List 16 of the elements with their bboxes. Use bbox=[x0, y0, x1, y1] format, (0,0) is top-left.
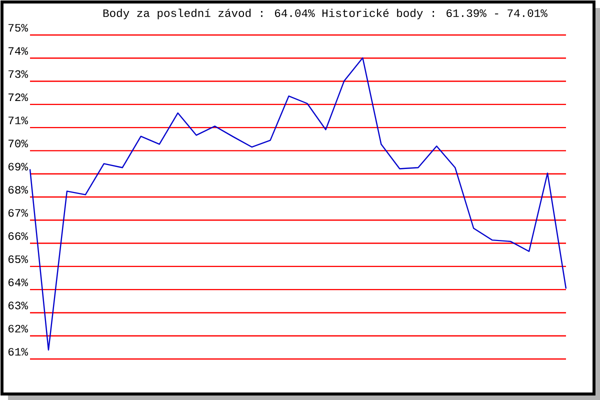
y-tick-label: 72% bbox=[8, 93, 28, 102]
y-tick-label: 65% bbox=[8, 255, 28, 264]
y-tick-label: 67% bbox=[8, 209, 28, 217]
y-tick-label: 64% bbox=[8, 278, 28, 286]
y-tick-label: 75% bbox=[8, 24, 28, 32]
y-tick-label: 63% bbox=[8, 302, 28, 310]
y-tick-label: 68% bbox=[8, 186, 28, 194]
y-tick-label: 71% bbox=[8, 116, 28, 124]
y-tick-label: 69% bbox=[8, 162, 28, 170]
y-tick-label: 62% bbox=[8, 324, 28, 332]
y-tick-label: 74% bbox=[8, 47, 28, 55]
chart-title: Body za poslední závod : 64.04% Historické body : 61.39% - 74.01% bbox=[103, 8, 548, 20]
y-tick-label: 73% bbox=[8, 70, 28, 78]
y-tick-label: 66% bbox=[8, 232, 28, 240]
y-tick-label: 61% bbox=[8, 348, 28, 356]
y-tick-label: 70% bbox=[8, 140, 28, 148]
